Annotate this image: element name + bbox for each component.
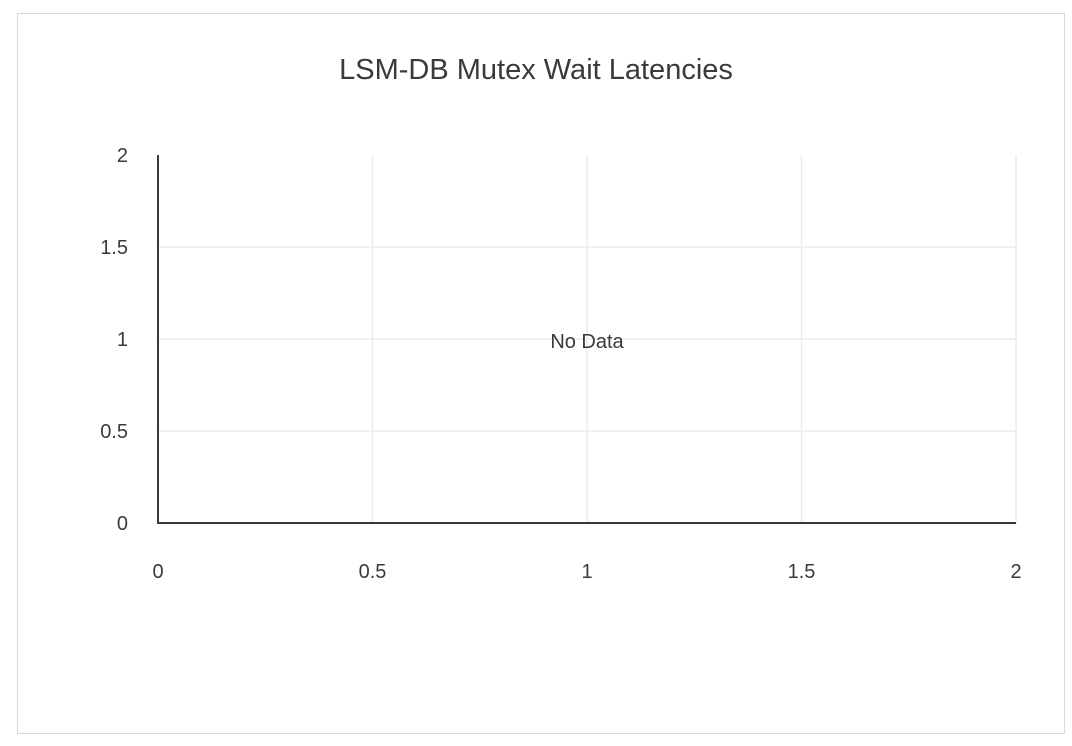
y-tick-label: 2: [117, 145, 128, 167]
y-tick-label: 0: [117, 513, 128, 535]
x-tick-label: 1: [581, 561, 592, 583]
no-data-message: No Data: [550, 331, 624, 353]
x-tick-label: 2: [1010, 561, 1021, 583]
x-tick-label: 0: [152, 561, 163, 583]
y-tick-label: 0.5: [100, 421, 128, 443]
x-tick-label: 1.5: [788, 561, 816, 583]
y-tick-label: 1: [117, 329, 128, 351]
y-tick-label: 1.5: [100, 237, 128, 259]
chart-frame: [17, 13, 1065, 734]
chart-title: LSM-DB Mutex Wait Latencies: [339, 54, 733, 86]
x-tick-label: 0.5: [359, 561, 387, 583]
